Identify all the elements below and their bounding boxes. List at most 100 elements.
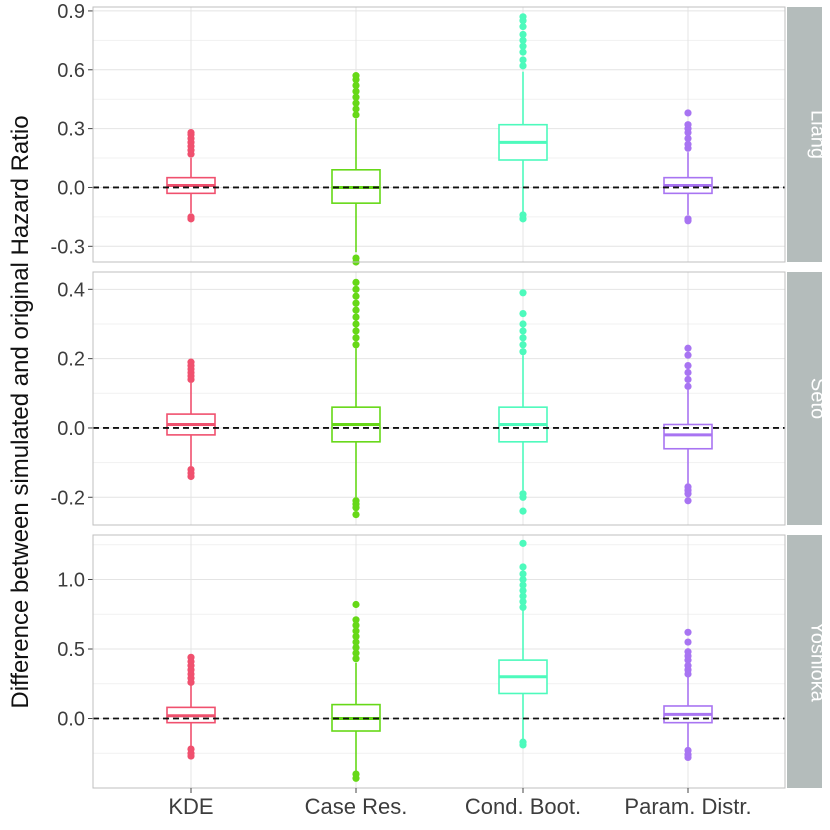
y-tick-label: 0.0 xyxy=(57,418,85,440)
box-case-res xyxy=(331,72,381,266)
y-tick-label: 0.2 xyxy=(57,349,85,371)
outlier-point xyxy=(519,575,527,584)
panel-yoshioka: 0.0 0.5 1.0 Yoshioka xyxy=(57,534,829,789)
y-tick-label: -0.3 xyxy=(51,236,85,258)
outlier-point xyxy=(352,72,360,80)
outlier-point xyxy=(519,13,527,21)
outlier-point xyxy=(187,358,195,366)
outlier-point xyxy=(519,581,527,589)
outlier-point xyxy=(519,327,527,335)
outlier-point xyxy=(684,121,692,129)
outlier-point xyxy=(352,341,360,349)
panel-border xyxy=(92,6,786,263)
outlier-point xyxy=(684,638,692,646)
y-tick-label: 0.0 xyxy=(57,708,85,730)
panel-liang: -0.3 0.0 0.3 0.6 0.9 Liang xyxy=(51,1,829,266)
outlier-point xyxy=(352,649,360,657)
outlier-point xyxy=(352,327,360,335)
outlier-point xyxy=(352,278,360,286)
outlier-point xyxy=(352,299,360,307)
outlier-point xyxy=(519,563,527,571)
outlier-point xyxy=(352,511,360,519)
outlier-point xyxy=(519,334,527,342)
outlier-point xyxy=(352,334,360,342)
y-tick-label: 0.0 xyxy=(57,177,85,199)
outlier-point xyxy=(684,497,692,505)
outlier-point xyxy=(684,344,692,352)
outlier-point xyxy=(352,621,360,629)
outlier-point xyxy=(684,217,692,225)
y-tick-label: -0.2 xyxy=(51,487,85,509)
outlier-point xyxy=(519,36,527,44)
x-axis-labels: KDE Case Res. Cond. Boot. Param. Distr. xyxy=(168,788,752,819)
outlier-point xyxy=(684,628,692,636)
y-tick-label: 0.6 xyxy=(57,60,85,82)
outlier-point xyxy=(519,507,527,515)
outlier-point xyxy=(352,99,360,107)
outlier-point xyxy=(352,93,360,101)
panel-seto: -0.2 0.0 0.2 0.4 Seto xyxy=(51,271,829,526)
x-tick-label: KDE xyxy=(168,794,213,819)
outlier-point xyxy=(187,472,195,481)
outlier-point xyxy=(352,306,360,314)
box-cond-boot xyxy=(498,289,548,515)
outlier-point xyxy=(684,662,692,670)
outlier-point xyxy=(519,341,527,349)
outlier-point xyxy=(684,490,692,498)
outlier-point xyxy=(187,752,195,760)
outlier-point xyxy=(684,140,692,148)
outlier-point xyxy=(519,42,527,50)
box-kde xyxy=(166,358,216,481)
x-tick-label: Cond. Boot. xyxy=(465,794,581,819)
outlier-point xyxy=(187,128,195,137)
panel-background xyxy=(93,272,785,525)
outlier-point xyxy=(684,351,692,359)
strip-background xyxy=(787,272,822,525)
outlier-point xyxy=(519,320,527,328)
outlier-point xyxy=(352,81,360,90)
outlier-point xyxy=(519,48,527,56)
outlier-point xyxy=(684,648,692,656)
x-tick-label: Case Res. xyxy=(305,794,408,819)
y-tick-label: 0.3 xyxy=(57,119,85,141)
strip-label: Yoshioka xyxy=(807,621,829,702)
outlier-point xyxy=(352,774,360,782)
outlier-point xyxy=(352,320,360,328)
y-tick-label: 0.9 xyxy=(57,1,85,23)
y-axis-title: Difference between simulated and origina… xyxy=(7,115,34,708)
outlier-point xyxy=(519,587,527,595)
box-param-distr xyxy=(663,109,713,225)
panel-background xyxy=(93,535,785,788)
y-tick-label: 0.4 xyxy=(57,279,85,301)
strip-background xyxy=(787,7,822,262)
outlier-point xyxy=(519,30,527,39)
outlier-point xyxy=(352,504,360,512)
outlier-point xyxy=(352,105,360,113)
strip-label: Seto xyxy=(807,378,829,419)
outlier-point xyxy=(519,309,527,318)
outlier-point xyxy=(519,348,527,356)
outlier-point xyxy=(519,215,527,223)
outlier-point xyxy=(684,368,692,377)
outlier-point xyxy=(684,375,692,384)
outlier-point xyxy=(352,313,360,321)
outlier-point xyxy=(352,616,360,624)
panels-group: -0.3 0.0 0.3 0.6 0.9 Liang -0.2 0.0 0.2 0.4 Seto 0.… xyxy=(51,1,829,789)
outlier-point xyxy=(684,361,692,370)
y-tick-label: 1.0 xyxy=(57,569,85,591)
outlier-point xyxy=(352,600,360,609)
outlier-point xyxy=(352,292,360,300)
outlier-point xyxy=(352,632,360,641)
outlier-point xyxy=(519,62,527,70)
outlier-point xyxy=(684,134,692,143)
box-kde xyxy=(166,128,216,223)
outlier-point xyxy=(519,23,527,31)
outlier-point xyxy=(519,570,527,578)
outlier-point xyxy=(352,111,360,119)
outlier-point xyxy=(352,87,360,95)
strip-background xyxy=(787,535,822,788)
box-case-res xyxy=(331,278,381,519)
panel-border xyxy=(92,534,786,789)
box-cond-boot xyxy=(498,539,548,749)
